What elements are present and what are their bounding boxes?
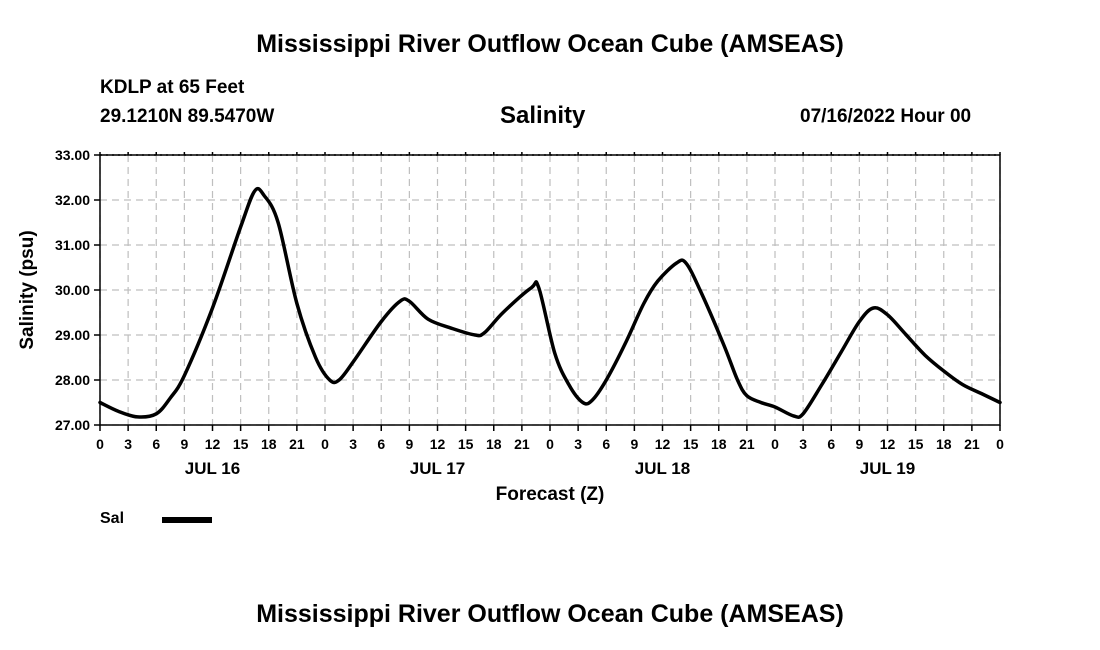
x-tick-label: 0 bbox=[996, 436, 1004, 452]
x-tick-label: 12 bbox=[205, 436, 221, 452]
x-tick-label: 6 bbox=[152, 436, 160, 452]
legend-swatch bbox=[162, 517, 212, 523]
y-tick-label: 28.00 bbox=[55, 372, 90, 388]
day-label: JUL 17 bbox=[410, 459, 465, 478]
x-tick-label: 0 bbox=[771, 436, 779, 452]
y-tick-label: 31.00 bbox=[55, 237, 90, 253]
x-tick-label: 0 bbox=[321, 436, 329, 452]
legend-label: Sal bbox=[100, 510, 125, 527]
x-tick-label: 15 bbox=[458, 436, 474, 452]
x-tick-label: 3 bbox=[124, 436, 132, 452]
page-title: Mississippi River Outflow Ocean Cube (AM… bbox=[256, 30, 844, 58]
y-tick-label: 29.00 bbox=[55, 327, 90, 343]
x-tick-label: 9 bbox=[180, 436, 188, 452]
x-tick-label: 21 bbox=[964, 436, 980, 452]
grid-lines bbox=[99, 154, 1001, 426]
x-tick-label: 6 bbox=[827, 436, 835, 452]
x-axis-label: Forecast (Z) bbox=[495, 484, 605, 505]
coordinates-label: 29.1210N 89.5470W bbox=[100, 106, 275, 127]
y-tick-label: 33.00 bbox=[55, 147, 90, 163]
x-tick-label: 12 bbox=[880, 436, 896, 452]
x-tick-label: 21 bbox=[739, 436, 755, 452]
x-tick-label: 21 bbox=[289, 436, 305, 452]
x-tick-label: 18 bbox=[486, 436, 502, 452]
x-tick-label: 6 bbox=[602, 436, 610, 452]
x-tick-label: 9 bbox=[405, 436, 413, 452]
x-tick-label: 18 bbox=[261, 436, 277, 452]
y-tick-label: 27.00 bbox=[55, 417, 90, 433]
chart-title: Salinity bbox=[500, 102, 586, 129]
footer-title: Mississippi River Outflow Ocean Cube (AM… bbox=[256, 600, 844, 628]
x-tick-label: 18 bbox=[936, 436, 952, 452]
day-label: JUL 19 bbox=[860, 459, 915, 478]
y-axis-ticks: 27.00 28.00 29.00 30.00 31.00 32.00 33.00 bbox=[55, 147, 100, 433]
x-tick-label: 12 bbox=[655, 436, 671, 452]
x-tick-label: 15 bbox=[908, 436, 924, 452]
x-tick-label: 3 bbox=[799, 436, 807, 452]
x-tick-label: 15 bbox=[683, 436, 699, 452]
x-tick-label: 18 bbox=[711, 436, 727, 452]
salinity-series-line bbox=[98, 186, 1002, 420]
x-tick-label: 0 bbox=[96, 436, 104, 452]
x-tick-label: 3 bbox=[574, 436, 582, 452]
x-tick-label: 21 bbox=[514, 436, 530, 452]
day-label: JUL 16 bbox=[185, 459, 240, 478]
x-axis-ticks: 0 3 6 9 12 15 18 21 0 3 6 9 12 15 18 21 0 3 6 9 12 15 18 21 0 3 6 9… bbox=[96, 152, 1004, 478]
station-label: KDLP at 65 Feet bbox=[100, 77, 245, 98]
plot-frame bbox=[99, 154, 1001, 426]
x-tick-label: 12 bbox=[430, 436, 446, 452]
x-tick-label: 0 bbox=[546, 436, 554, 452]
x-tick-label: 9 bbox=[630, 436, 638, 452]
y-tick-label: 30.00 bbox=[55, 282, 90, 298]
y-tick-label: 32.00 bbox=[55, 192, 90, 208]
y-axis-label: Salinity (psu) bbox=[17, 230, 38, 349]
x-tick-label: 15 bbox=[233, 436, 249, 452]
datetime-label: 07/16/2022 Hour 00 bbox=[800, 106, 972, 127]
x-tick-label: 3 bbox=[349, 436, 357, 452]
x-tick-label: 9 bbox=[855, 436, 863, 452]
x-tick-label: 6 bbox=[377, 436, 385, 452]
day-label: JUL 18 bbox=[635, 459, 690, 478]
